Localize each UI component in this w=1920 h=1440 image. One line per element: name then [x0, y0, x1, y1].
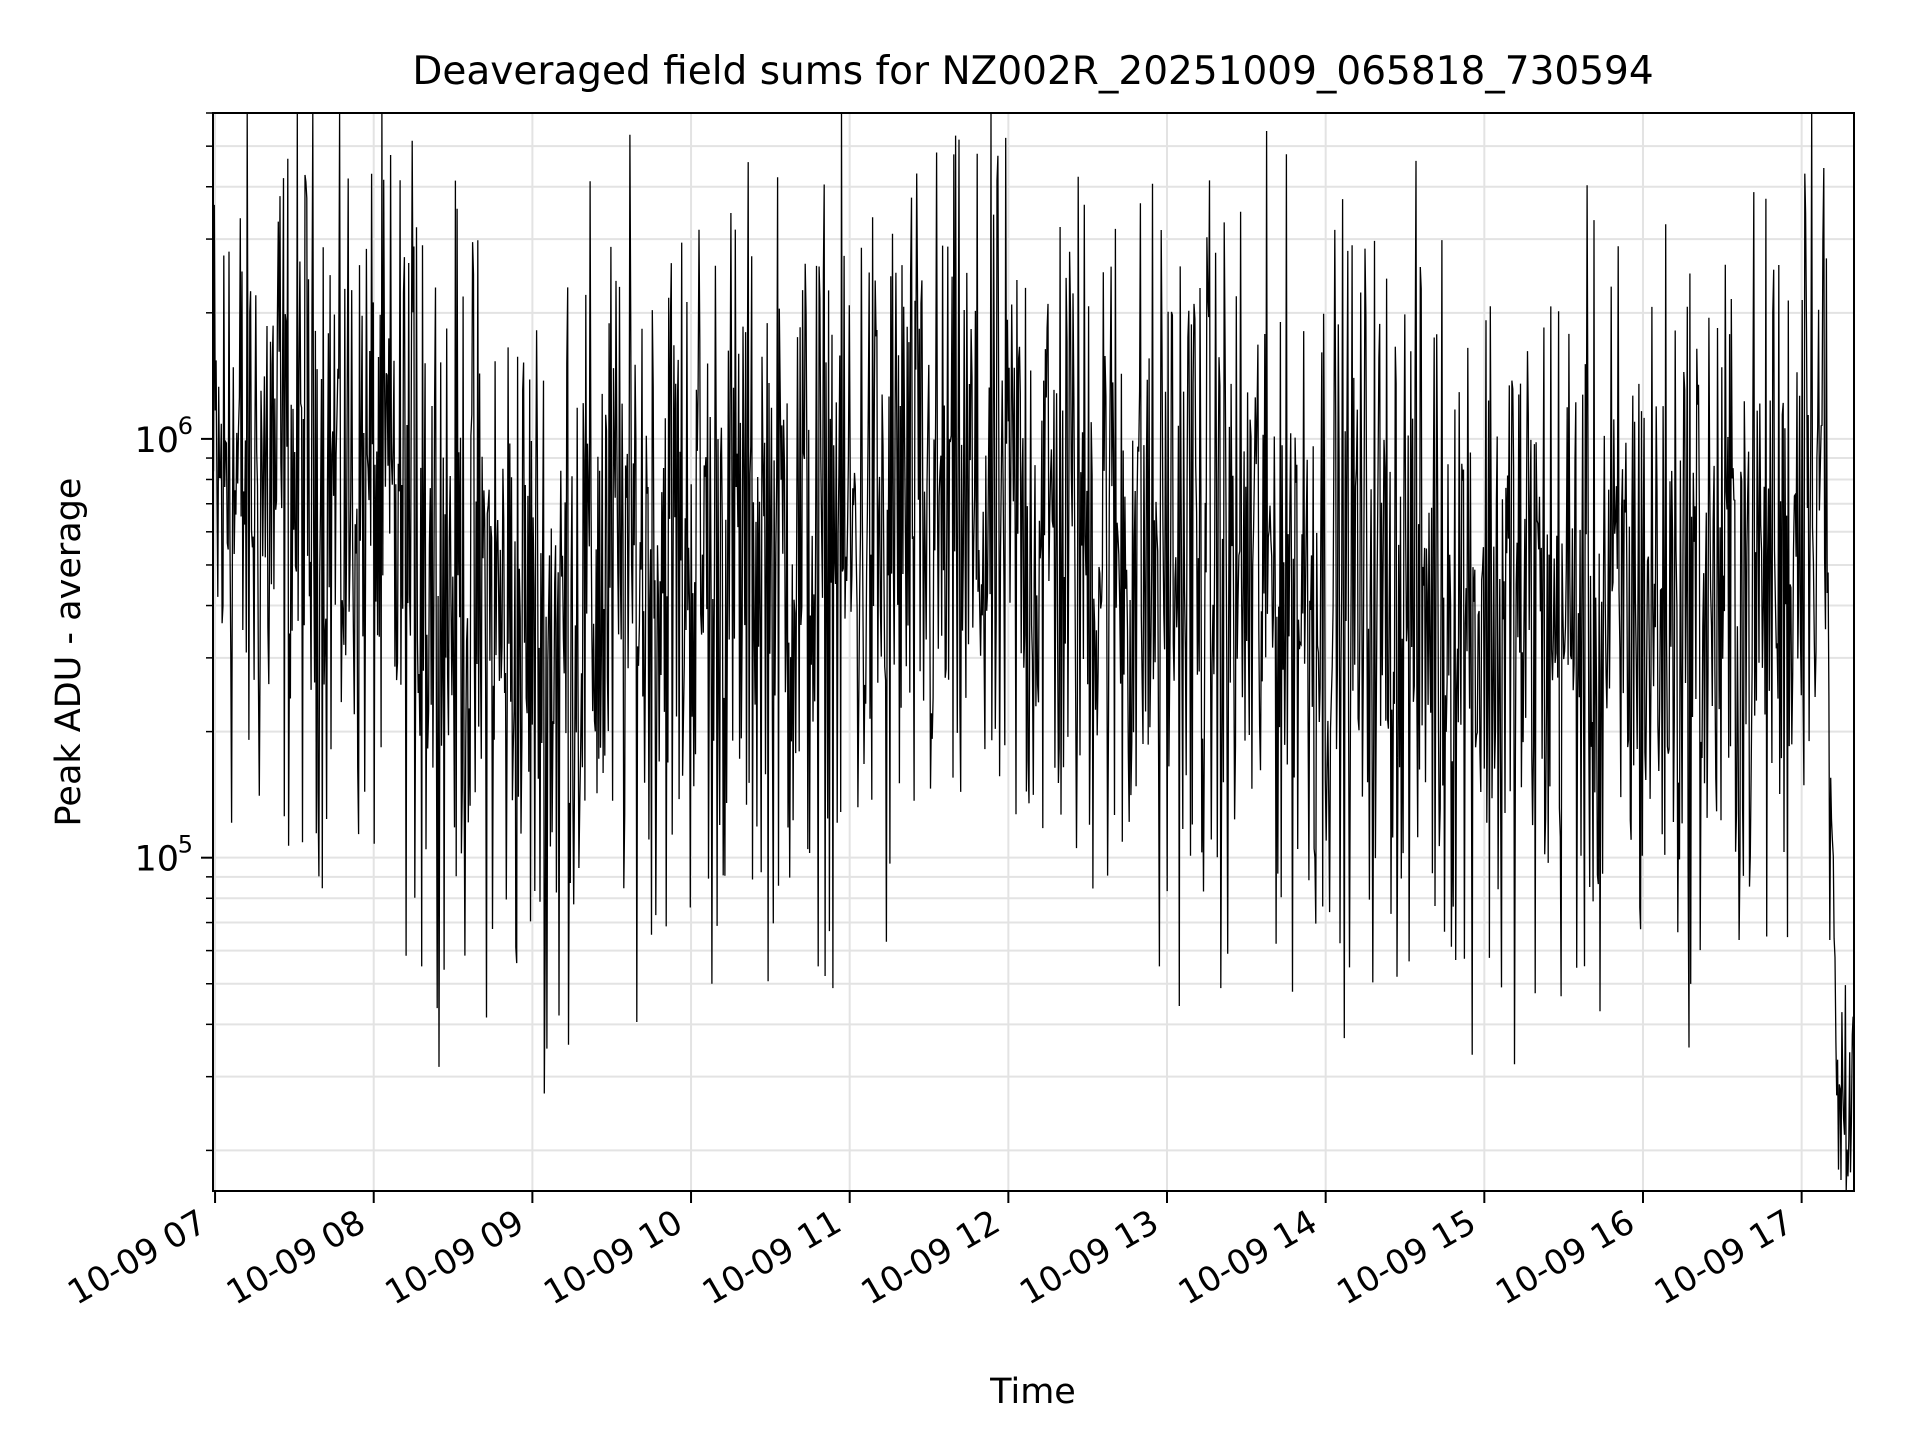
series-layer [212, 112, 1855, 1192]
y-axis-label: Peak ADU - average [49, 478, 89, 827]
axis-ticks [201, 112, 1803, 1203]
x-axis-label: Time [989, 1372, 1076, 1412]
chart-title: Deaveraged field sums for NZ002R_2025100… [412, 49, 1653, 94]
y-tick-label: 10 [134, 421, 179, 461]
y-tick-label-base: 10 [134, 421, 179, 461]
y-tick-label-exponent: 6 [178, 412, 193, 440]
series-line [212, 112, 1855, 1192]
plot-frame [212, 112, 1855, 1192]
y-tick-label-exponent: 5 [178, 831, 193, 859]
y-tick-label-base: 10 [134, 840, 179, 880]
y-tick-label: 10 [134, 840, 179, 880]
